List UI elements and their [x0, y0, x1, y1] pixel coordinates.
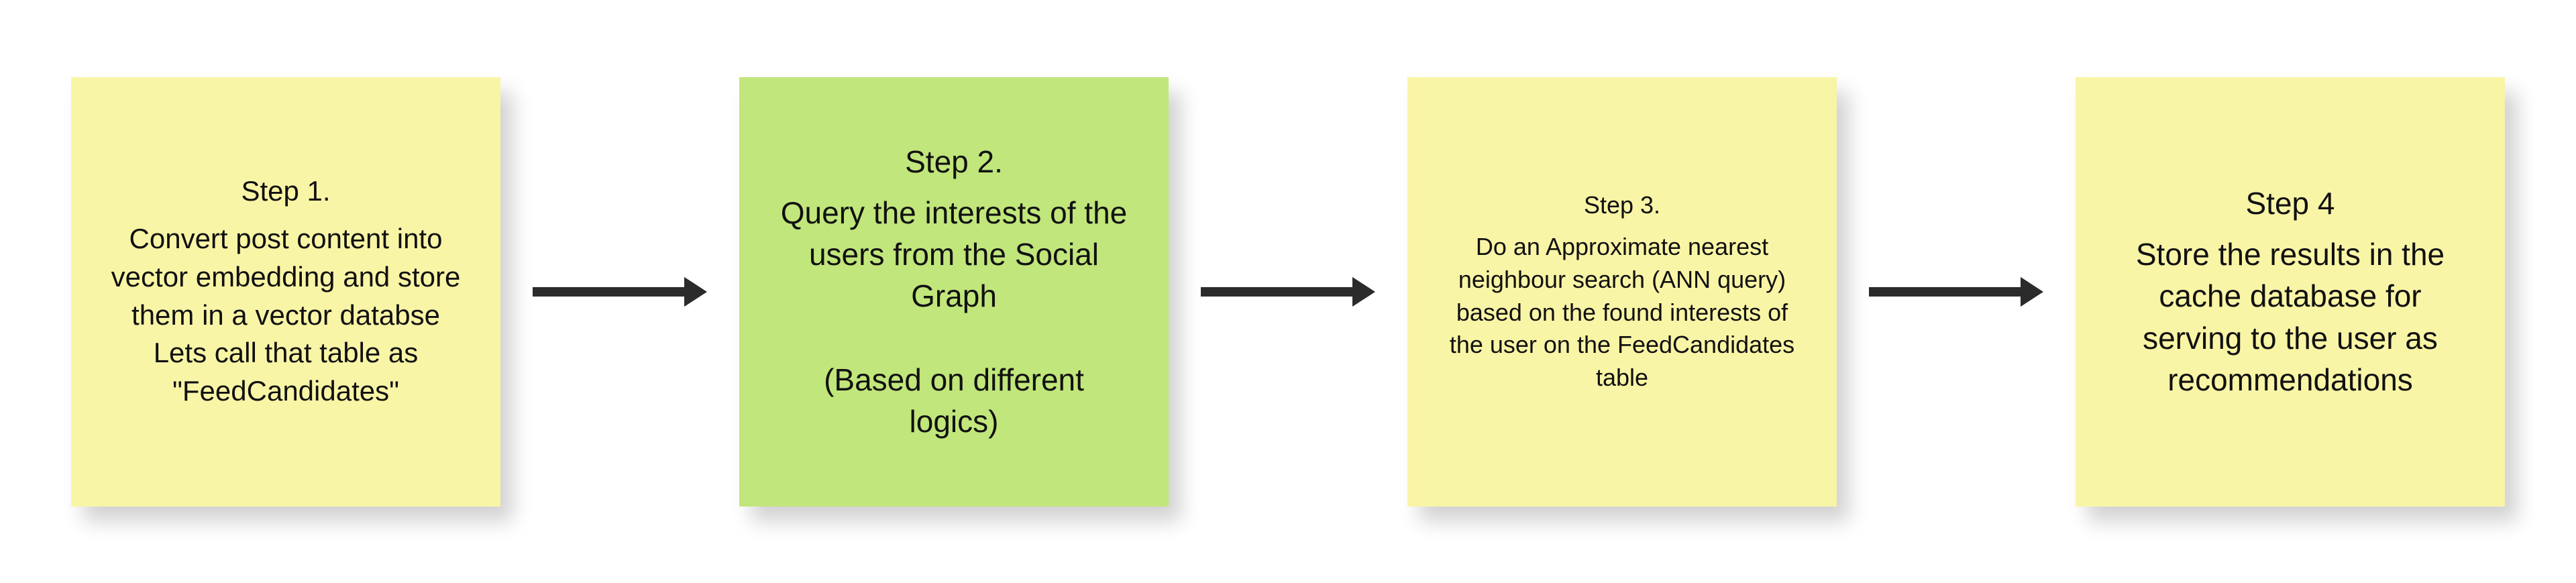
sticky-note-step4: Step 4 Store the results in the cache dat…: [2076, 77, 2505, 507]
arrow-icon: [533, 265, 707, 319]
note-body: Convert post content into vector embeddi…: [109, 220, 463, 410]
note-body: Do an Approximate nearest neighbour sear…: [1445, 231, 1799, 394]
note-title: Step 1.: [241, 172, 330, 211]
note-title: Step 3.: [1584, 189, 1660, 222]
sticky-note-step1: Step 1. Convert post content into vector …: [71, 77, 500, 507]
note-title: Step 4: [2246, 182, 2335, 224]
note-body: Query the interests of the users from th…: [777, 192, 1131, 442]
note-body: Store the results in the cache database …: [2113, 233, 2467, 400]
sticky-note-step3: Step 3. Do an Approximate nearest neighbo…: [1407, 77, 1837, 507]
sticky-note-step2: Step 2. Query the interests of the users …: [739, 77, 1169, 507]
arrow-icon: [1201, 265, 1375, 319]
arrow-icon: [1869, 265, 2043, 319]
flow-diagram: Step 1. Convert post content into vector …: [17, 37, 2559, 547]
note-title: Step 2.: [905, 141, 1003, 182]
